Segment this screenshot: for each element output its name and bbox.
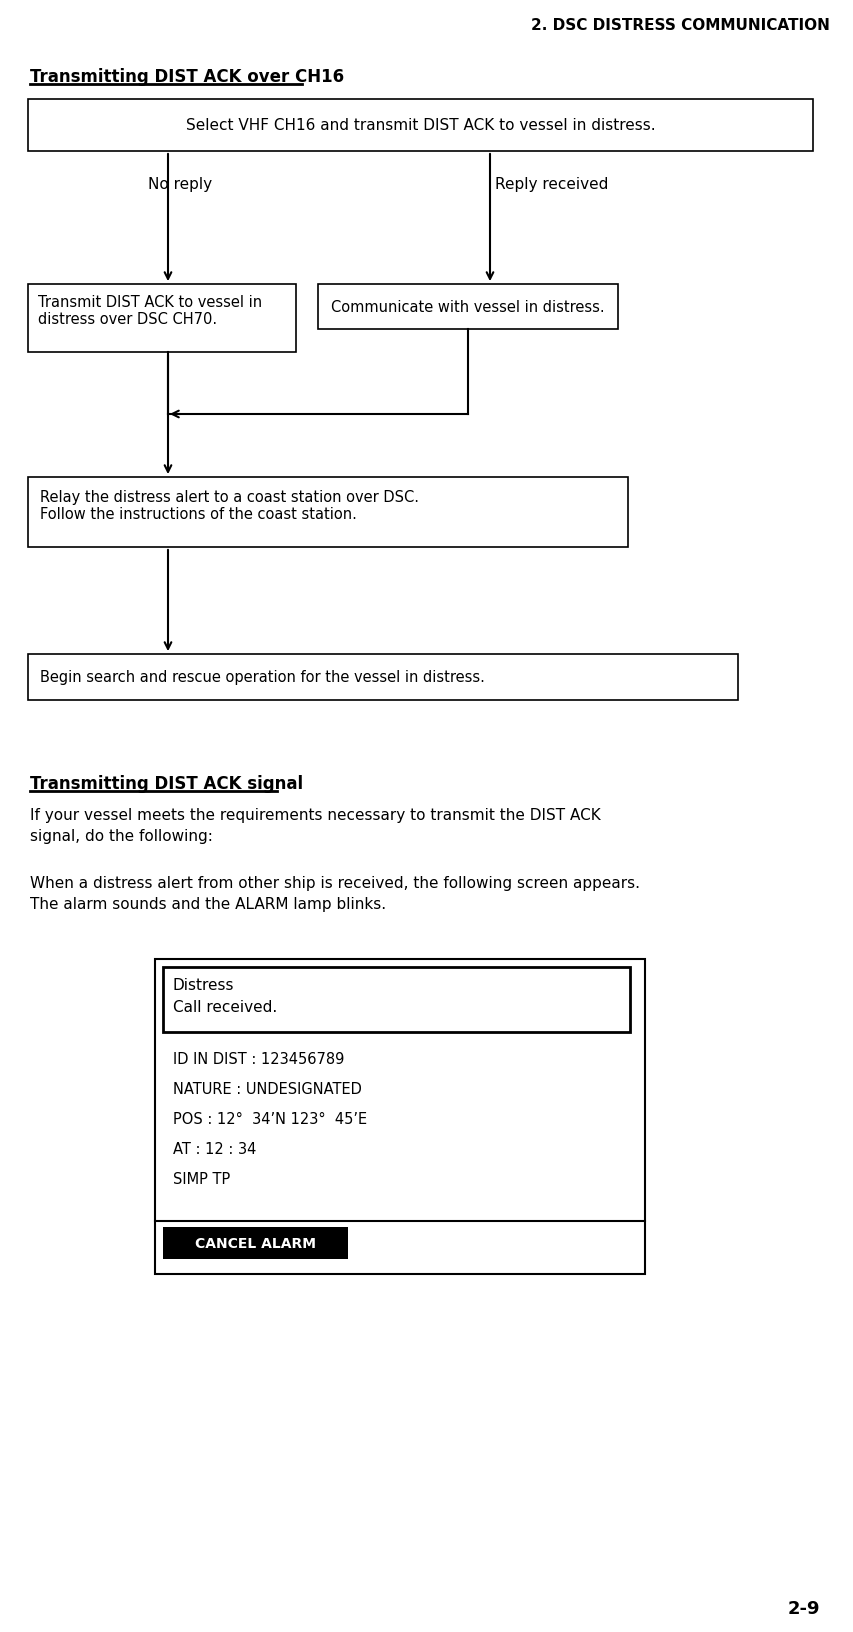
Text: 2-9: 2-9 (786, 1599, 819, 1617)
Text: Reply received: Reply received (495, 178, 607, 193)
Text: Distress
Call received.: Distress Call received. (173, 978, 277, 1015)
Text: Transmit DIST ACK to vessel in
distress over DSC CH70.: Transmit DIST ACK to vessel in distress … (38, 295, 262, 326)
Bar (163, 968, 630, 1033)
Bar (28, 100, 812, 152)
Text: Communicate with vessel in distress.: Communicate with vessel in distress. (331, 300, 604, 315)
Bar (317, 286, 618, 330)
Bar (28, 654, 737, 700)
Bar (28, 478, 627, 548)
Text: POS : 12°  34’N 123°  45’E: POS : 12° 34’N 123° 45’E (173, 1111, 367, 1126)
Text: AT : 12 : 34: AT : 12 : 34 (173, 1141, 256, 1157)
Text: SIMP TP: SIMP TP (173, 1172, 230, 1186)
Bar (154, 960, 644, 1275)
Text: If your vessel meets the requirements necessary to transmit the DIST ACK
signal,: If your vessel meets the requirements ne… (30, 808, 600, 844)
Text: 2. DSC DISTRESS COMMUNICATION: 2. DSC DISTRESS COMMUNICATION (531, 18, 829, 33)
Text: NATURE : UNDESIGNATED: NATURE : UNDESIGNATED (173, 1082, 362, 1097)
Text: Transmitting DIST ACK over CH16: Transmitting DIST ACK over CH16 (30, 69, 344, 86)
Text: Relay the distress alert to a coast station over DSC.
Follow the instructions of: Relay the distress alert to a coast stat… (40, 490, 419, 522)
Text: Begin search and rescue operation for the vessel in distress.: Begin search and rescue operation for th… (40, 671, 485, 685)
Text: When a distress alert from other ship is received, the following screen appears.: When a distress alert from other ship is… (30, 875, 639, 911)
Bar (163, 1227, 347, 1260)
Text: Transmitting DIST ACK signal: Transmitting DIST ACK signal (30, 775, 303, 793)
Text: CANCEL ALARM: CANCEL ALARM (194, 1237, 316, 1250)
Text: No reply: No reply (148, 178, 212, 193)
Text: Select VHF CH16 and transmit DIST ACK to vessel in distress.: Select VHF CH16 and transmit DIST ACK to… (185, 119, 654, 134)
Bar (28, 286, 296, 353)
Text: ID IN DIST : 123456789: ID IN DIST : 123456789 (173, 1051, 344, 1066)
